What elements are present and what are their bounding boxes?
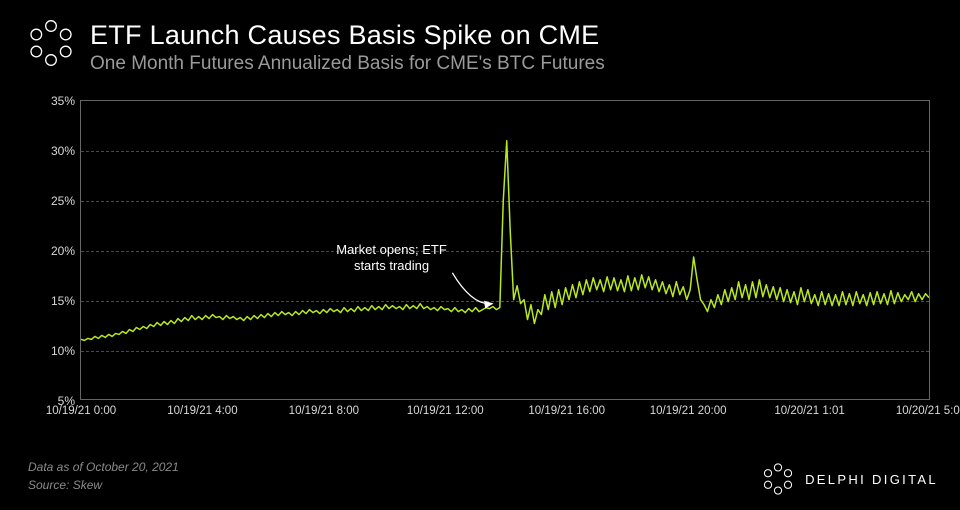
basis-line-series: [81, 141, 929, 341]
brand-logo-icon: [26, 18, 76, 68]
chart-title: ETF Launch Causes Basis Spike on CME: [90, 20, 605, 51]
brand-name: DELPHI DIGITAL: [805, 472, 938, 487]
footer-date: Data as of October 20, 2021: [28, 459, 179, 476]
series-svg: [81, 101, 929, 399]
brand-footer: DELPHI DIGITAL: [761, 462, 938, 496]
brand-logo-small-icon: [761, 462, 795, 496]
y-tick-label: 30%: [51, 144, 75, 158]
chart-container: 5%10%15%20%25%30%35%10/19/21 0:0010/19/2…: [35, 100, 935, 435]
y-tick-label: 25%: [51, 194, 75, 208]
chart-footer: Data as of October 20, 2021 Source: Skew: [28, 459, 179, 494]
y-tick-label: 15%: [51, 294, 75, 308]
chart-subtitle: One Month Futures Annualized Basis for C…: [90, 53, 605, 75]
x-tick-label: 10/19/21 8:00: [289, 405, 359, 417]
x-tick-label: 10/19/21 0:00: [46, 405, 116, 417]
chart-header: ETF Launch Causes Basis Spike on CME One…: [0, 0, 960, 81]
footer-source: Source: Skew: [28, 477, 179, 494]
annotation-arrow: [452, 273, 492, 304]
x-tick-label: 10/20/21 5:01: [896, 405, 960, 417]
y-tick-label: 35%: [51, 94, 75, 108]
x-tick-label: 10/20/21 1:01: [774, 405, 844, 417]
x-tick-label: 10/19/21 16:00: [528, 405, 605, 417]
x-tick-label: 10/19/21 20:00: [650, 405, 727, 417]
x-tick-label: 10/19/21 12:00: [407, 405, 484, 417]
y-tick-label: 10%: [51, 344, 75, 358]
plot-area: 5%10%15%20%25%30%35%10/19/21 0:0010/19/2…: [80, 100, 930, 400]
annotation-label: Market opens; ETF starts trading: [336, 242, 447, 273]
x-tick-label: 10/19/21 4:00: [167, 405, 237, 417]
y-tick-label: 20%: [51, 244, 75, 258]
